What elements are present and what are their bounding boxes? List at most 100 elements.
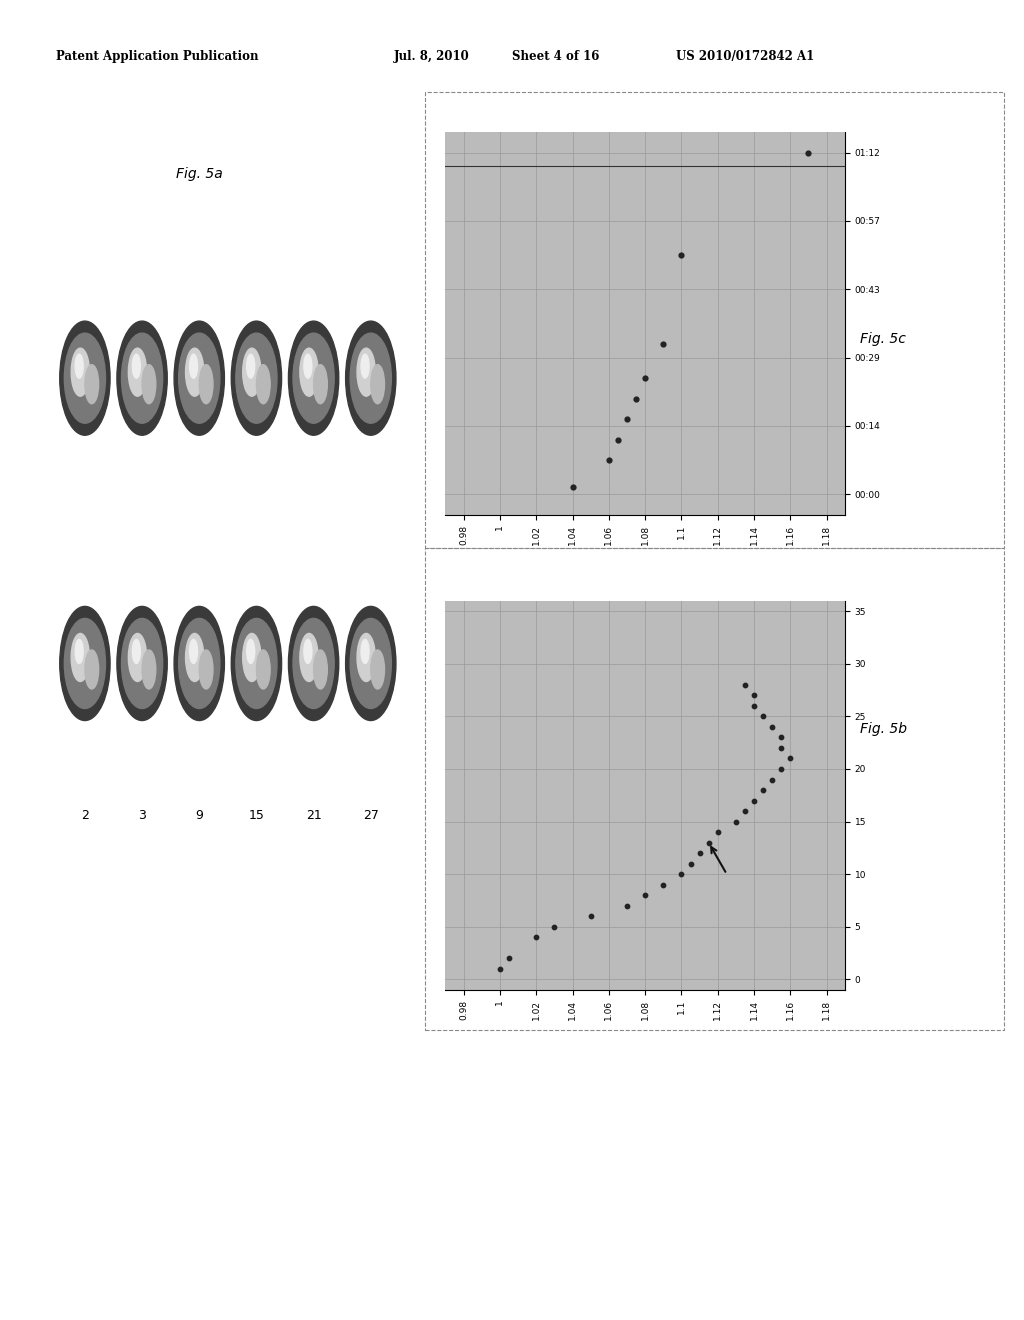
Ellipse shape xyxy=(185,634,204,681)
Point xyxy=(710,821,726,842)
Point xyxy=(700,832,717,853)
Ellipse shape xyxy=(236,333,278,424)
Ellipse shape xyxy=(117,606,167,721)
Ellipse shape xyxy=(236,618,278,709)
Ellipse shape xyxy=(200,649,213,689)
Ellipse shape xyxy=(357,348,376,396)
Ellipse shape xyxy=(128,634,146,681)
Ellipse shape xyxy=(142,649,156,689)
Ellipse shape xyxy=(361,354,369,378)
Ellipse shape xyxy=(72,348,89,396)
Point xyxy=(773,727,790,748)
Ellipse shape xyxy=(371,364,384,404)
Ellipse shape xyxy=(350,333,391,424)
Ellipse shape xyxy=(304,639,312,664)
Point xyxy=(583,906,599,927)
Ellipse shape xyxy=(132,354,140,378)
Point xyxy=(628,388,644,409)
Point xyxy=(528,927,545,948)
Ellipse shape xyxy=(371,649,384,689)
Text: Fig. 5a: Fig. 5a xyxy=(176,168,223,181)
Ellipse shape xyxy=(85,649,98,689)
Point xyxy=(782,748,799,770)
Ellipse shape xyxy=(75,354,83,378)
Ellipse shape xyxy=(174,606,224,721)
Ellipse shape xyxy=(142,364,156,404)
Ellipse shape xyxy=(346,606,396,721)
Ellipse shape xyxy=(59,606,110,721)
Point xyxy=(755,706,771,727)
Point xyxy=(637,884,653,906)
Ellipse shape xyxy=(178,618,220,709)
Point xyxy=(801,143,817,164)
Text: 3: 3 xyxy=(138,809,146,821)
Ellipse shape xyxy=(200,364,213,404)
Point xyxy=(745,685,762,706)
Ellipse shape xyxy=(59,321,110,436)
Ellipse shape xyxy=(293,333,334,424)
Text: 21: 21 xyxy=(306,809,322,821)
Point xyxy=(682,853,698,874)
Text: Sheet 4 of 16: Sheet 4 of 16 xyxy=(512,50,599,63)
Ellipse shape xyxy=(189,639,198,664)
Text: 27: 27 xyxy=(362,809,379,821)
Ellipse shape xyxy=(256,649,270,689)
Ellipse shape xyxy=(300,634,318,681)
Ellipse shape xyxy=(293,618,334,709)
Point xyxy=(764,770,780,791)
Ellipse shape xyxy=(256,364,270,404)
Point xyxy=(691,842,708,863)
Ellipse shape xyxy=(122,618,163,709)
Point xyxy=(764,717,780,738)
Text: Fig. 5b: Fig. 5b xyxy=(860,722,907,735)
Point xyxy=(773,738,790,759)
Ellipse shape xyxy=(300,348,318,396)
Ellipse shape xyxy=(231,606,282,721)
Ellipse shape xyxy=(313,649,328,689)
Point xyxy=(637,367,653,388)
Ellipse shape xyxy=(350,618,391,709)
Ellipse shape xyxy=(128,348,146,396)
Ellipse shape xyxy=(122,333,163,424)
Point xyxy=(737,800,754,821)
Ellipse shape xyxy=(132,639,140,664)
Point xyxy=(501,948,517,969)
Point xyxy=(546,916,562,937)
Ellipse shape xyxy=(247,354,255,378)
Text: US 2010/0172842 A1: US 2010/0172842 A1 xyxy=(676,50,814,63)
Ellipse shape xyxy=(75,639,83,664)
Point xyxy=(728,810,744,832)
Ellipse shape xyxy=(189,354,198,378)
Text: 2: 2 xyxy=(81,809,89,821)
Ellipse shape xyxy=(313,364,328,404)
Ellipse shape xyxy=(361,639,369,664)
Point xyxy=(601,450,617,471)
Point xyxy=(673,244,689,265)
Text: Fig. 5c: Fig. 5c xyxy=(860,333,906,346)
Point xyxy=(618,409,635,430)
Ellipse shape xyxy=(243,634,261,681)
Text: Patent Application Publication: Patent Application Publication xyxy=(56,50,259,63)
Ellipse shape xyxy=(65,333,105,424)
Point xyxy=(655,874,672,895)
Ellipse shape xyxy=(289,606,339,721)
Ellipse shape xyxy=(72,634,89,681)
Ellipse shape xyxy=(178,333,220,424)
Ellipse shape xyxy=(357,634,376,681)
Ellipse shape xyxy=(289,321,339,436)
Point xyxy=(618,895,635,916)
Point xyxy=(745,789,762,810)
Point xyxy=(737,675,754,696)
Point xyxy=(564,477,581,498)
Ellipse shape xyxy=(304,354,312,378)
Point xyxy=(673,863,689,884)
Ellipse shape xyxy=(346,321,396,436)
Ellipse shape xyxy=(65,618,105,709)
Point xyxy=(755,780,771,801)
Text: 15: 15 xyxy=(249,809,264,821)
Point xyxy=(655,334,672,355)
Point xyxy=(745,696,762,717)
Ellipse shape xyxy=(117,321,167,436)
Point xyxy=(609,429,626,450)
Ellipse shape xyxy=(174,321,224,436)
